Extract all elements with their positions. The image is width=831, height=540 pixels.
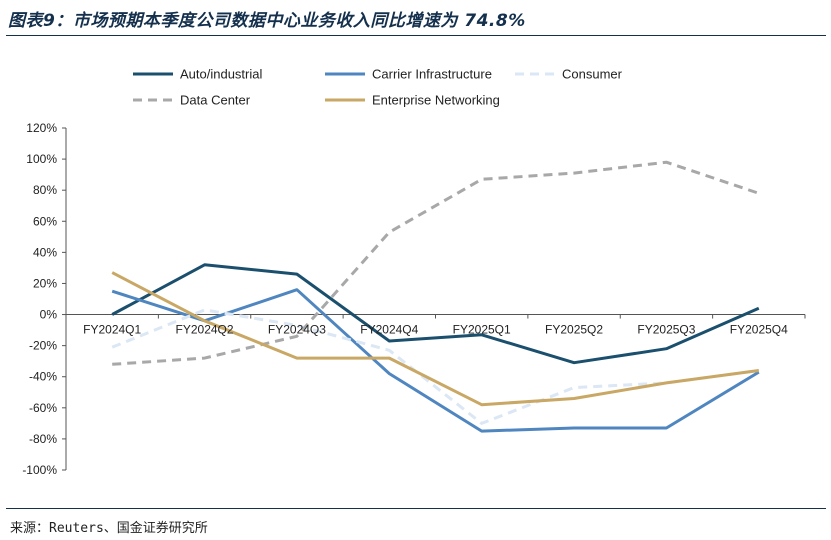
source-note: 来源：Reuters、国金证券研究所 (10, 521, 208, 536)
legend: Auto/industrial Carrier Infrastructure Con… (133, 67, 623, 108)
y-tick-label: -100% (22, 463, 57, 477)
legend-label: Auto/industrial (180, 67, 262, 82)
y-tick-label: -20% (29, 339, 57, 353)
x-tick-label: FY2025Q2 (545, 323, 603, 337)
y-tick-label: 40% (33, 245, 57, 259)
legend-label: Enterprise Networking (372, 93, 500, 108)
title-divider (6, 35, 826, 36)
y-tick-label: -80% (29, 432, 57, 446)
y-tick-label: 80% (33, 183, 57, 197)
x-tick-label: FY2025Q4 (730, 323, 788, 337)
legend-label: Carrier Infrastructure (372, 67, 492, 82)
y-tick-label: -40% (29, 370, 57, 384)
x-tick-label: FY2025Q1 (453, 323, 511, 337)
y-tick-label: 60% (33, 214, 57, 228)
y-tick-label: 100% (26, 152, 57, 166)
series-lines (111, 160, 760, 433)
series-line-data-center (112, 160, 760, 366)
x-tick-labels: FY2024Q1 FY2024Q2 FY2024Q3 FY2024Q4 FY2025Q1… (83, 323, 788, 337)
y-tick-label: -60% (29, 401, 57, 415)
legend-label: Data Center (180, 93, 251, 108)
legend-label: Consumer (562, 67, 623, 82)
y-tick-label: 120% (26, 121, 57, 135)
figure-title: 图表9：市场预期本季度公司数据中心业务收入同比增速为 74.8% (8, 11, 526, 31)
x-tick-label: FY2024Q2 (176, 323, 234, 337)
series-line-auto-industrial (111, 263, 760, 365)
x-tick-label: FY2024Q4 (360, 323, 418, 337)
x-tick-label: FY2024Q3 (268, 323, 326, 337)
x-tick-label: FY2024Q1 (83, 323, 141, 337)
axes: -100% -80% -60% -40% -20% 0% 20% 40% 60% 80% 100% 1… (22, 121, 806, 477)
series-line-enterprise-networking (111, 271, 759, 407)
y-tick-label: 0% (40, 308, 58, 322)
series-line-carrier-infrastructure (111, 288, 760, 433)
series-line-consumer (111, 308, 759, 425)
x-tick-label: FY2025Q3 (637, 323, 695, 337)
y-tick-label: 20% (33, 276, 57, 290)
footer-divider (6, 508, 826, 509)
